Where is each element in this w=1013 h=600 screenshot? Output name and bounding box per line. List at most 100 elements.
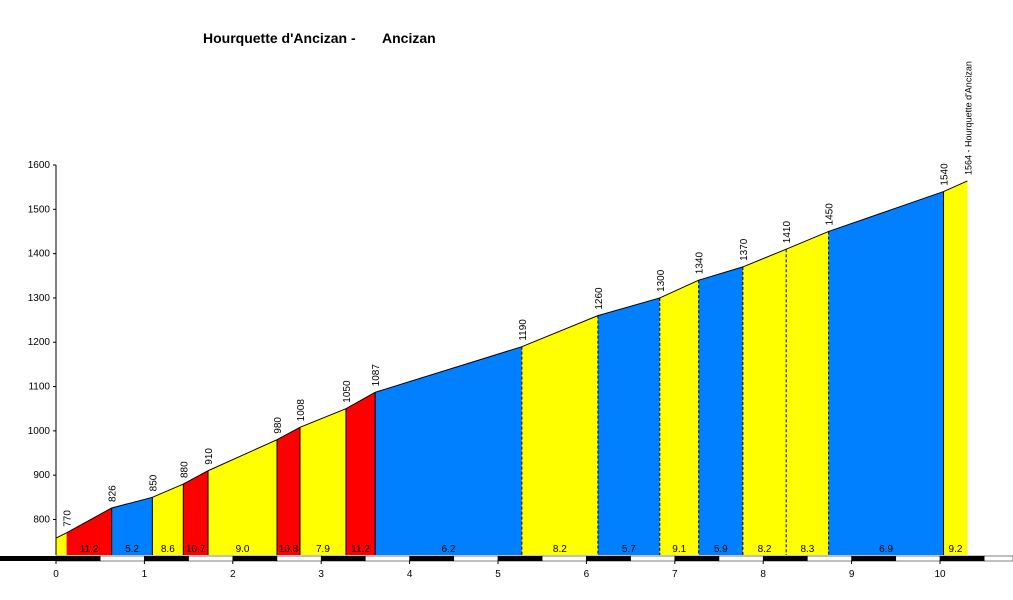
elevation-label-1087: 1087 — [371, 364, 382, 387]
grade-label-11: 5.7 — [622, 544, 636, 555]
grade-label-8: 11.2 — [351, 544, 370, 555]
x-tick-label-5: 5 — [495, 569, 501, 580]
y-tick-label-800: 800 — [33, 514, 50, 525]
km-bar-cell-5 — [276, 555, 322, 562]
segment-fill-8 — [345, 392, 376, 555]
grade-label-16: 6.9 — [879, 544, 893, 555]
elevation-label-770: 770 — [63, 510, 74, 527]
x-tick-label-2: 2 — [230, 569, 236, 580]
elevation-label-850: 850 — [148, 474, 159, 491]
km-bar-cell-0 — [55, 555, 101, 562]
km-bar-cell-14 — [674, 555, 720, 562]
elevation-label-1050: 1050 — [342, 380, 353, 403]
chart-title-start: Hourquette d'Ancizan - — [203, 30, 356, 46]
segment-fill-3 — [152, 484, 184, 555]
km-bar-cell-4 — [232, 555, 278, 562]
grade-labels: 11.2 5.2 8.6 10.7 9.0 10.8 7.9 11.2 6.2 8.2 5.7 9.1… — [80, 544, 963, 555]
elevation-label-1450: 1450 — [825, 203, 836, 226]
km-bar-cell-1 — [99, 555, 145, 562]
x-tick-label-0: 0 — [53, 569, 59, 580]
segment-fill-1 — [66, 507, 112, 555]
x-tick-label-3: 3 — [318, 569, 324, 580]
km-bar-cell-11 — [541, 555, 587, 562]
chart-title-end: Ancizan — [382, 30, 436, 46]
x-tick-label-4: 4 — [407, 569, 413, 580]
km-bar-cell-12 — [586, 555, 631, 562]
km-bar-cell-2 — [144, 555, 189, 562]
km-bar-cell-10 — [497, 555, 543, 562]
elevation-label-910: 910 — [204, 448, 215, 465]
y-tick-label-1400: 1400 — [28, 249, 51, 260]
grade-label-2: 5.2 — [125, 544, 139, 555]
x-tick-label-10: 10 — [934, 569, 946, 580]
km-bar-cell-21 — [983, 555, 1013, 562]
km-bar-cell-19 — [895, 555, 941, 562]
segment-dividers — [111, 191, 945, 555]
elevation-labels: 770 826 850 880 910 980 1008 1050 1087 1190 1260 13… — [63, 61, 974, 527]
grade-label-10: 8.2 — [553, 544, 567, 555]
segment-fill-14 — [742, 249, 787, 555]
elevation-label-1008: 1008 — [296, 399, 307, 422]
y-tick-label-900: 900 — [33, 470, 50, 481]
segment-fill-0 — [56, 532, 67, 555]
elevation-label-1540: 1540 — [940, 163, 951, 186]
segment-fill-15 — [786, 231, 829, 555]
y-tick-label-1600: 1600 — [28, 160, 51, 171]
segment-fill-5 — [208, 439, 277, 555]
elevation-label-980: 980 — [273, 417, 284, 434]
km-bar-cell-18 — [851, 555, 897, 562]
grade-label-15: 8.3 — [800, 544, 814, 555]
grade-label-4: 10.7 — [186, 544, 206, 555]
km-bar-cell-7 — [365, 555, 410, 562]
km-bar-cell-8 — [409, 555, 455, 562]
grade-label-7: 7.9 — [316, 544, 330, 555]
segment-fills — [56, 180, 968, 555]
segment-fill-13 — [698, 266, 743, 555]
segment-fill-9 — [375, 346, 522, 555]
axes: 800 900 1000 1100 1200 1300 1400 1500 1600 0 1 2 3 4 5… — [0, 160, 1013, 580]
km-bar-lead — [0, 556, 56, 561]
grade-label-14: 8.2 — [758, 544, 772, 555]
grade-label-3: 8.6 — [161, 544, 175, 555]
km-bar-cell-9 — [453, 555, 499, 562]
y-tick-label-1200: 1200 — [28, 337, 51, 348]
segment-fill-11 — [597, 297, 660, 555]
km-bar-cell-6 — [320, 555, 366, 562]
km-bar-cell-15 — [718, 555, 764, 562]
profile-line — [55, 180, 968, 539]
segment-fill-12 — [659, 280, 699, 555]
elevation-label-1260: 1260 — [594, 287, 605, 310]
x-tick-label-7: 7 — [672, 569, 678, 580]
grade-label-6: 10.8 — [279, 544, 299, 555]
segment-fill-6 — [277, 427, 300, 555]
grade-label-5: 9.0 — [236, 544, 250, 555]
segment-fill-4 — [183, 470, 209, 555]
y-tick-label-1100: 1100 — [28, 382, 50, 393]
profile-outline — [55, 180, 968, 539]
segment-fill-16 — [828, 191, 944, 555]
grade-label-13: 5.9 — [714, 544, 728, 555]
segment-fill-2 — [111, 497, 153, 555]
x-tick-label-6: 6 — [584, 569, 590, 580]
x-tick-label-8: 8 — [760, 569, 766, 580]
elevation-label-1300: 1300 — [656, 269, 667, 292]
elevation-label-826: 826 — [108, 485, 119, 502]
y-tick-label-1000: 1000 — [28, 426, 51, 437]
y-tick-label-1500: 1500 — [28, 204, 51, 215]
segment-fill-7 — [299, 408, 346, 555]
grade-label-12: 9.1 — [672, 544, 686, 555]
y-tick-label-1300: 1300 — [28, 293, 51, 304]
summit-label: 1564 - Hourquette d'Ancizan — [963, 61, 973, 175]
km-bar-cell-3 — [188, 555, 234, 562]
km-bar-cell-17 — [807, 555, 852, 562]
elevation-label-880: 880 — [179, 461, 190, 478]
grade-label-1: 11.2 — [80, 544, 99, 555]
grade-label-9: 6.2 — [442, 544, 456, 555]
km-bar-cell-13 — [630, 555, 676, 562]
km-bar-cell-16 — [762, 555, 808, 562]
elevation-label-1410: 1410 — [782, 221, 793, 244]
grade-label-17: 9.2 — [949, 544, 963, 555]
segment-fill-10 — [521, 315, 598, 555]
elevation-label-1370: 1370 — [739, 238, 750, 261]
